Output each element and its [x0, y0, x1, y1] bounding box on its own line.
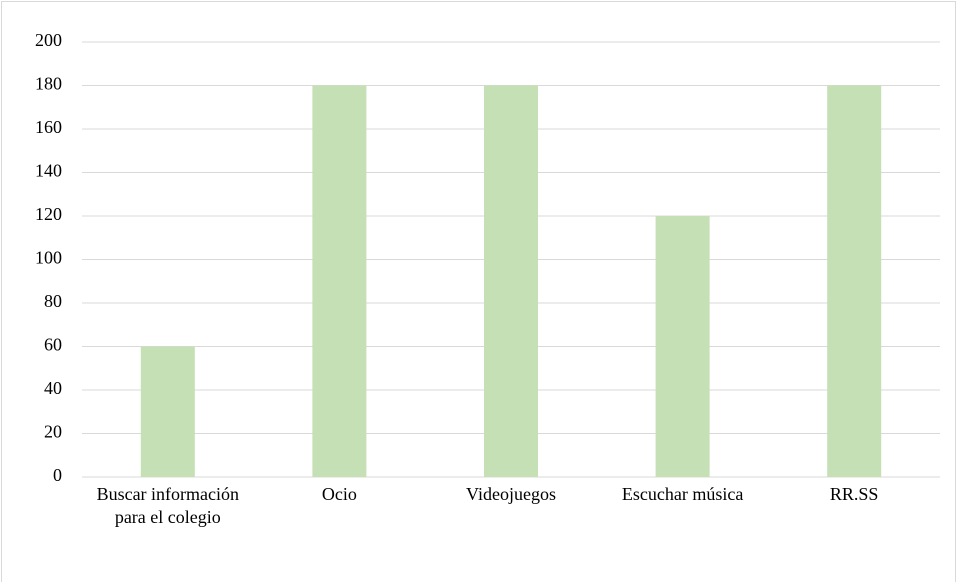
y-tick-label: 0	[53, 465, 62, 485]
y-tick-label: 200	[35, 30, 62, 50]
x-tick-label: RR.SS	[829, 484, 879, 504]
y-tick-label: 80	[44, 291, 62, 311]
y-tick-label: 20	[44, 422, 62, 442]
x-tick-label: Buscar información para el colegio	[96, 484, 240, 527]
bar	[484, 85, 538, 477]
y-tick-label: 140	[35, 161, 62, 181]
y-tick-label: 40	[44, 378, 62, 398]
y-tick-label: 120	[35, 204, 62, 224]
bar	[655, 216, 710, 477]
y-tick-label: 180	[35, 74, 62, 94]
x-tick-label: Videojuegos	[466, 484, 556, 504]
bar	[140, 346, 195, 477]
bar	[312, 85, 367, 477]
x-tick-label: Ocio	[321, 484, 357, 504]
y-tick-label: 60	[44, 335, 62, 355]
y-tick-label: 100	[35, 248, 62, 268]
y-tick-label: 160	[35, 117, 62, 137]
x-tick-label: Escuchar música	[621, 484, 744, 504]
bar	[827, 85, 882, 477]
